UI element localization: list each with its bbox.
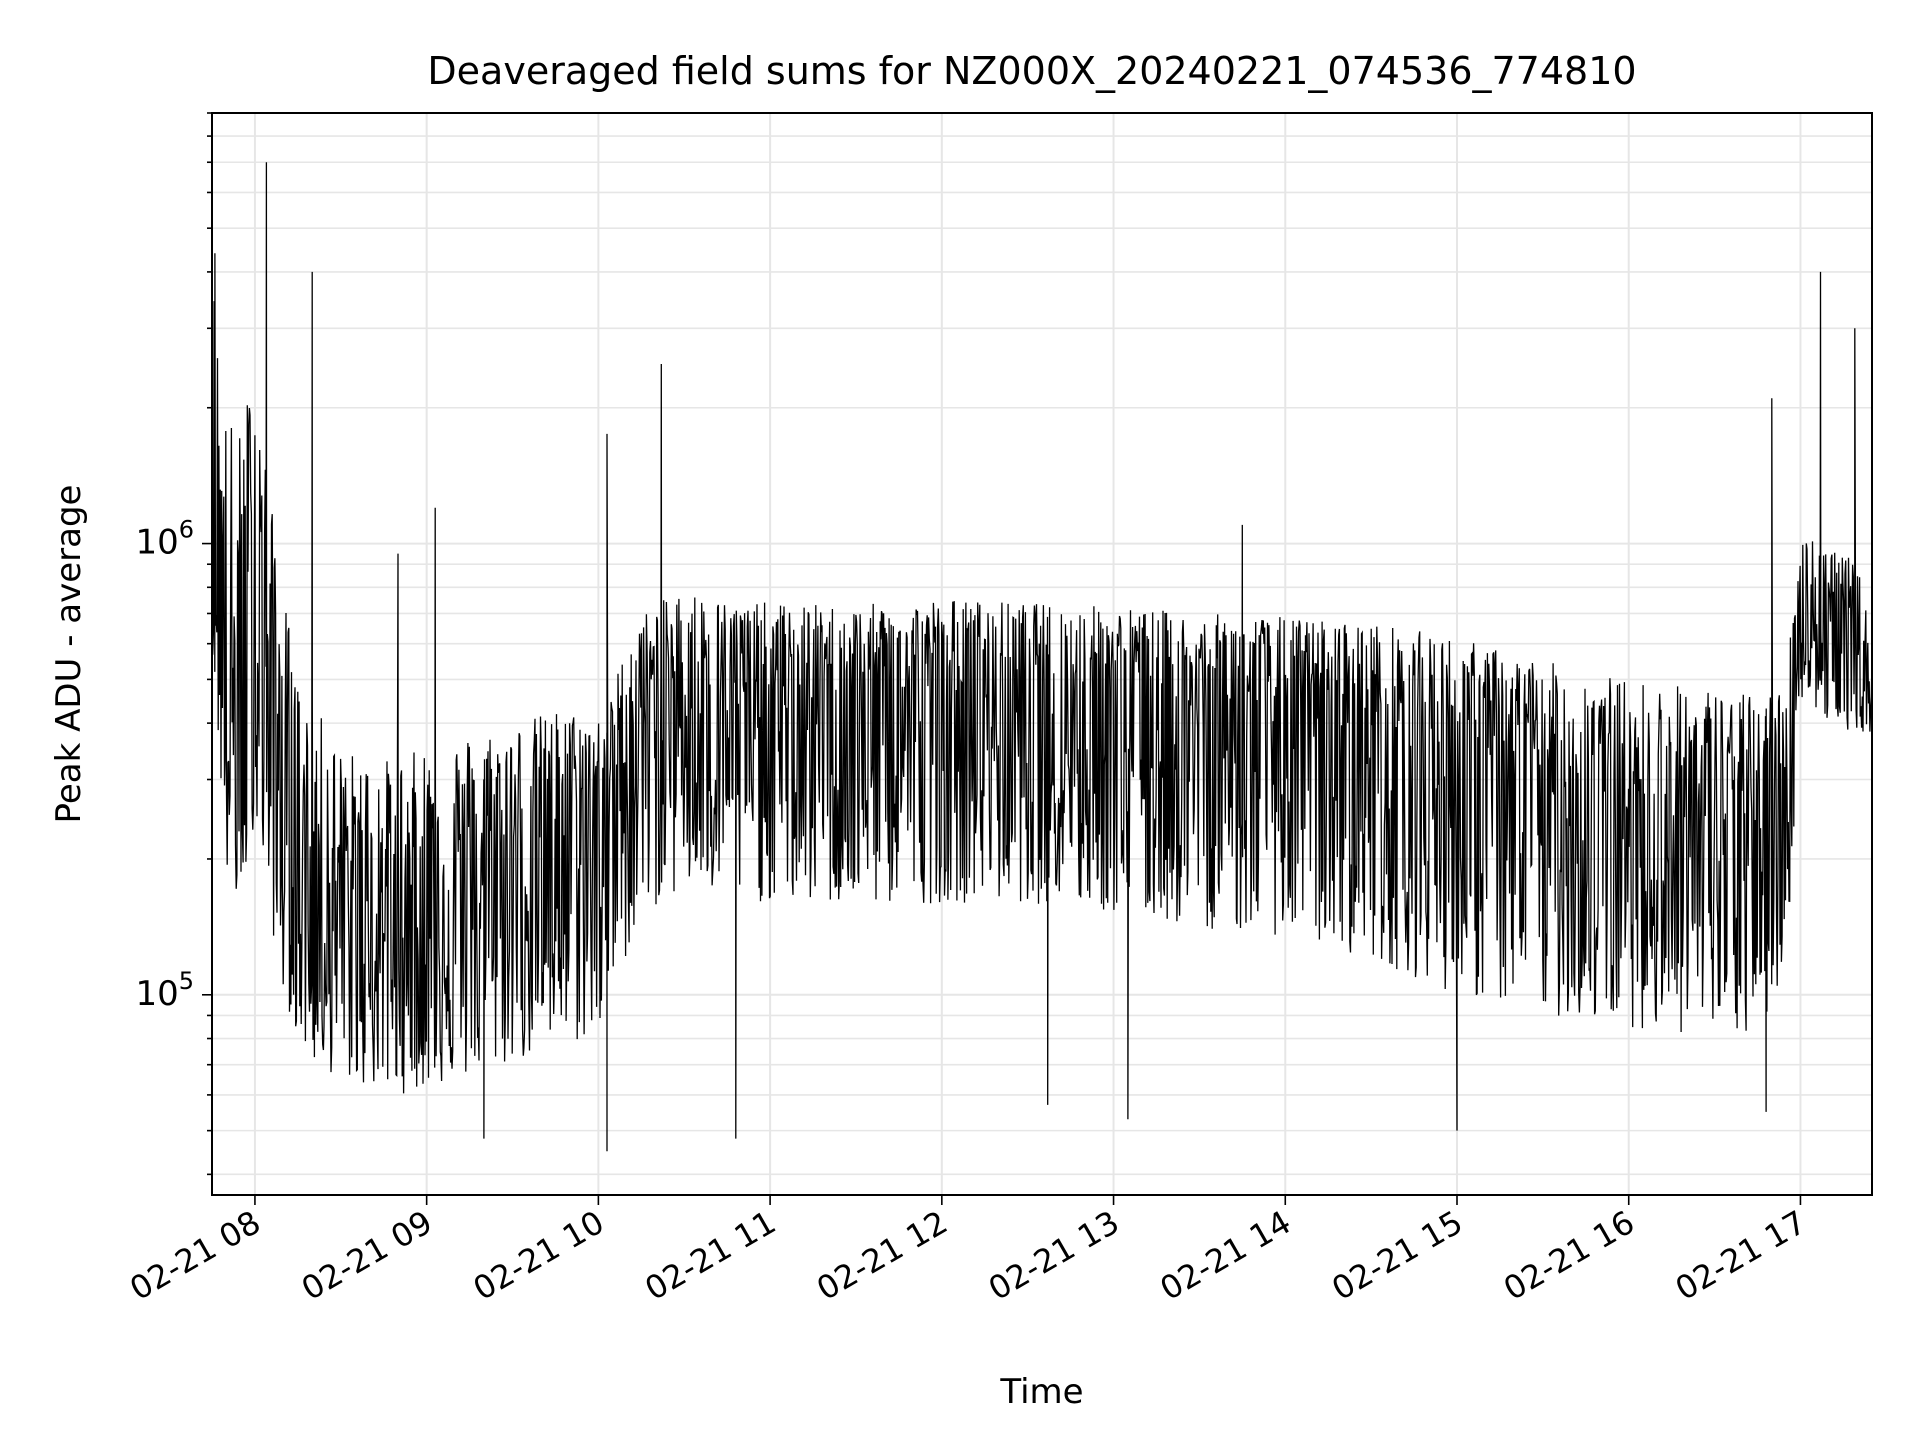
y-axis-label: Peak ADU - average [49,485,89,824]
x-axis-label: Time [999,1372,1083,1412]
y-tick-label: 106 [135,516,194,563]
y-tick-label: 105 [135,967,194,1014]
data-series [211,162,1873,1152]
chart-title: Deaveraged field sums for NZ000X_2024022… [427,49,1636,93]
series-line [211,162,1873,1152]
plot-frame [211,112,1873,1196]
